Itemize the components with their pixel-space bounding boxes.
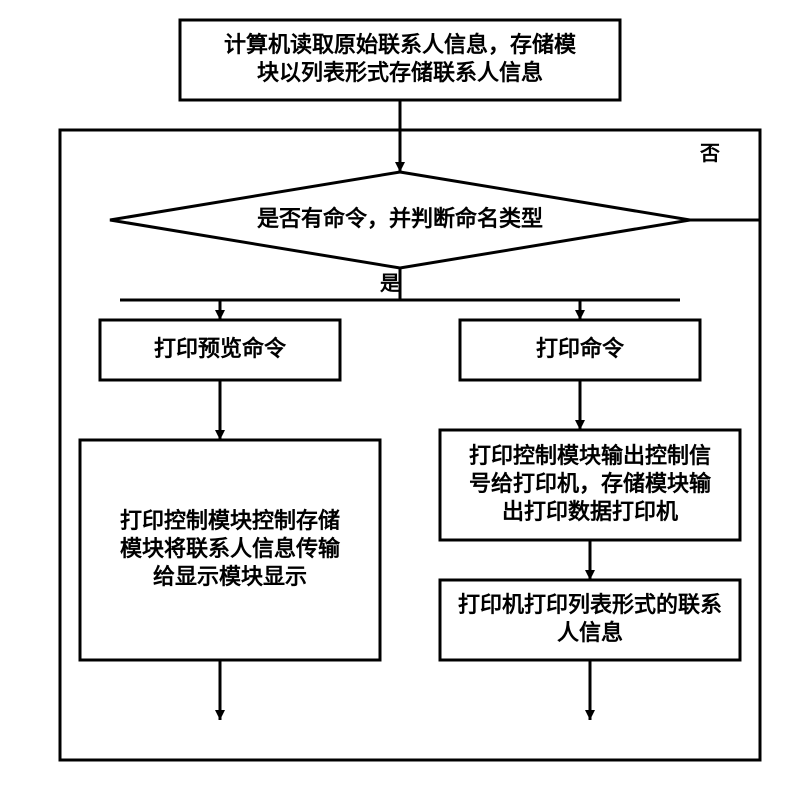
- svg-text:块以列表形式存储联系人信息: 块以列表形式存储联系人信息: [257, 60, 543, 85]
- yes-label: 是: [379, 272, 400, 295]
- svg-text:给显示模块显示: 给显示模块显示: [153, 564, 307, 589]
- svg-text:打印命令: 打印命令: [536, 336, 625, 361]
- svg-text:打印机打印列表形式的联系: 打印机打印列表形式的联系: [458, 592, 722, 617]
- svg-text:是否有命令，并判断命名类型: 是否有命令，并判断命名类型: [257, 206, 543, 231]
- svg-text:打印控制模块控制存储: 打印控制模块控制存储: [120, 508, 340, 533]
- svg-text:打印预览命令: 打印预览命令: [154, 336, 287, 361]
- svg-text:模块将联系人信息传输: 模块将联系人信息传输: [120, 536, 341, 561]
- svg-text:人信息: 人信息: [557, 620, 623, 645]
- svg-text:出打印数据打印机: 出打印数据打印机: [502, 499, 678, 524]
- svg-text:打印控制模块输出控制信: 打印控制模块输出控制信: [469, 443, 711, 468]
- svg-text:计算机读取原始联系人信息，存储模: 计算机读取原始联系人信息，存储模: [224, 32, 577, 57]
- no-label: 否: [699, 143, 720, 165]
- svg-text:号给打印机，存储模块输: 号给打印机，存储模块输: [469, 471, 712, 496]
